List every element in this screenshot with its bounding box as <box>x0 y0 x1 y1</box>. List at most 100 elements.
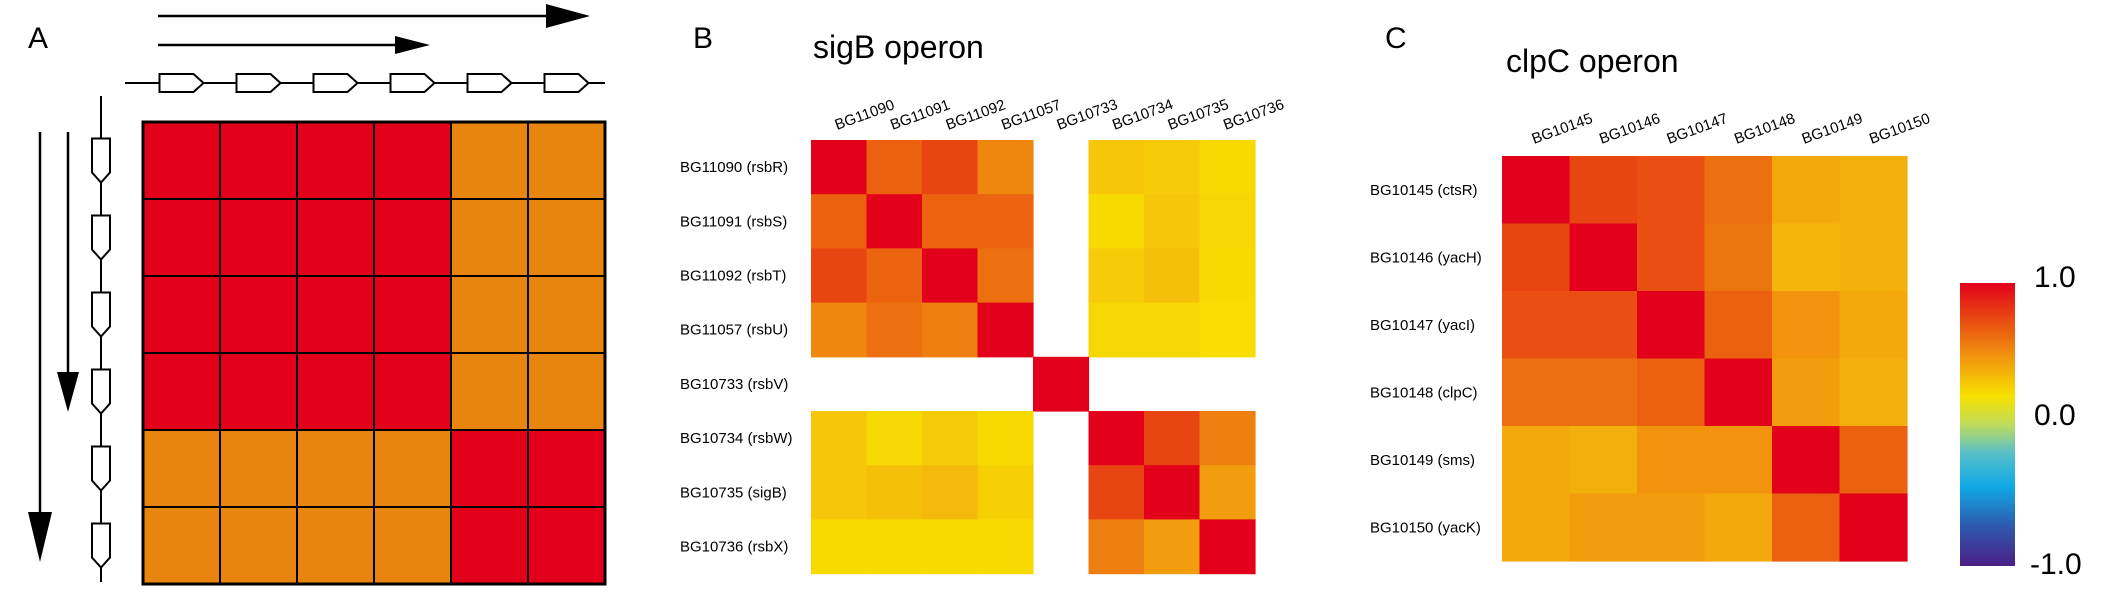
gene-arrow <box>389 73 436 93</box>
heatmap-cell <box>1839 493 1908 562</box>
heatmap-cell <box>866 465 923 520</box>
heatmap-cell <box>1637 426 1706 495</box>
heatmap-cell <box>1772 291 1841 360</box>
short-vertical-arrowhead <box>57 372 79 412</box>
heatmap-cell <box>1569 493 1638 562</box>
heatmap-cell <box>527 198 606 277</box>
heatmap-cell <box>1502 156 1571 225</box>
heatmap-cell <box>373 121 452 200</box>
heatmap-cell <box>450 275 529 354</box>
heatmap-cell <box>922 519 979 575</box>
row-label: BG10149 (sms) <box>1370 452 1475 469</box>
heatmap-cell <box>1839 358 1908 427</box>
heatmap-cell <box>866 519 923 575</box>
heatmap-cell <box>811 465 868 520</box>
heatmap-cell <box>1704 426 1773 495</box>
heatmap-cell <box>1637 493 1706 562</box>
colorbar-gradient <box>1960 283 2015 566</box>
heatmap-cell <box>922 140 979 195</box>
panel-b-row-labels: BG11090 (rsbR) BG11091 (rsbS) BG11092 (rsb… <box>680 159 793 555</box>
long-horizontal-arrowhead <box>546 4 590 28</box>
colorbar-max-label: 1.0 <box>2034 261 2076 294</box>
heatmap-cell <box>1088 140 1145 195</box>
heatmap-cell <box>1144 465 1201 520</box>
panel-a-letter: A <box>28 22 48 55</box>
heatmap-cell <box>1704 291 1773 360</box>
heatmap-cell <box>1569 156 1638 225</box>
heatmap-cell <box>866 248 923 304</box>
panel-c-column-labels: BG10145 BG10146 BG10147 BG10148 BG10149 BG101… <box>1530 110 1933 148</box>
heatmap-cell <box>1144 302 1201 358</box>
heatmap-cell <box>142 121 221 200</box>
heatmap-cell <box>450 121 529 200</box>
row-label: BG11091 (rsbS) <box>680 213 787 230</box>
column-label: BG10148 <box>1732 110 1797 148</box>
heatmap-cell <box>1637 223 1706 292</box>
heatmap-cell <box>866 140 923 195</box>
heatmap-cell <box>866 411 923 466</box>
heatmap-cell <box>1704 223 1773 292</box>
gene-arrow <box>235 73 282 93</box>
row-label: BG10733 (rsbV) <box>680 376 788 393</box>
heatmap-cell <box>450 506 529 585</box>
heatmap-cell <box>1033 356 1090 412</box>
gene-arrow <box>91 368 111 415</box>
heatmap-cell <box>811 194 868 249</box>
heatmap-cell <box>1199 519 1256 575</box>
heatmap-cell <box>296 198 375 277</box>
heatmap-cell <box>1088 194 1145 249</box>
heatmap-cell <box>296 275 375 354</box>
heatmap-cell <box>219 121 298 200</box>
heatmap-cell <box>1772 223 1841 292</box>
heatmap-cell <box>977 411 1034 466</box>
heatmap-cell <box>1199 411 1256 466</box>
heatmap-cell <box>527 506 606 585</box>
heatmap-cell <box>1569 426 1638 495</box>
heatmap-cell <box>922 302 979 358</box>
heatmap-cell <box>1839 426 1908 495</box>
panel-a-heatmap <box>141 120 607 586</box>
heatmap-cell <box>219 275 298 354</box>
panel-b-heatmap <box>811 140 1256 575</box>
heatmap-cell <box>296 121 375 200</box>
horizontal-gene-track <box>125 73 605 93</box>
heatmap-border <box>141 120 607 586</box>
heatmap-cell <box>373 275 452 354</box>
heatmap-cell <box>1144 248 1201 304</box>
column-label: BG11090 <box>833 96 897 133</box>
heatmap-cell <box>1088 465 1145 520</box>
panel-c-heatmap <box>1502 156 1908 562</box>
row-label: BG10150 (yacK) <box>1370 519 1481 536</box>
colorbar-min-label: -1.0 <box>2030 548 2082 581</box>
row-label: BG10736 (rsbX) <box>680 539 788 556</box>
heatmap-cell <box>1704 358 1773 427</box>
heatmap-cell <box>1088 302 1145 358</box>
heatmap-cell <box>373 198 452 277</box>
row-label: BG11090 (rsbR) <box>680 159 788 176</box>
heatmap-cell <box>1199 302 1256 358</box>
column-label: BG11057 <box>999 96 1063 133</box>
gene-arrow <box>91 445 111 492</box>
heatmap-cell <box>142 506 221 585</box>
heatmap-cell <box>1088 411 1145 466</box>
gene-arrow <box>91 214 111 261</box>
heatmap-cell <box>922 248 979 304</box>
heatmap-cell <box>1144 140 1201 195</box>
heatmap-cell <box>373 352 452 431</box>
heatmap-cell <box>527 352 606 431</box>
heatmap-cell <box>1569 291 1638 360</box>
panel-b: B sigB operon BG11090BG11091BG11092BG110… <box>680 22 1286 575</box>
heatmap-cell <box>1704 493 1773 562</box>
row-label: BG10734 (rsbW) <box>680 430 793 447</box>
heatmap-cell <box>219 506 298 585</box>
heatmap-cell <box>1569 358 1638 427</box>
heatmap-cell <box>1144 411 1201 466</box>
panel-b-title: sigB operon <box>813 29 984 65</box>
heatmap-cell <box>977 248 1034 304</box>
colorbar-mid-label: 0.0 <box>2034 399 2076 432</box>
row-label: BG10147 (yacI) <box>1370 317 1475 334</box>
long-vertical-arrowhead <box>28 512 52 562</box>
heatmap-cell <box>1502 493 1571 562</box>
heatmap-cell <box>977 519 1034 575</box>
